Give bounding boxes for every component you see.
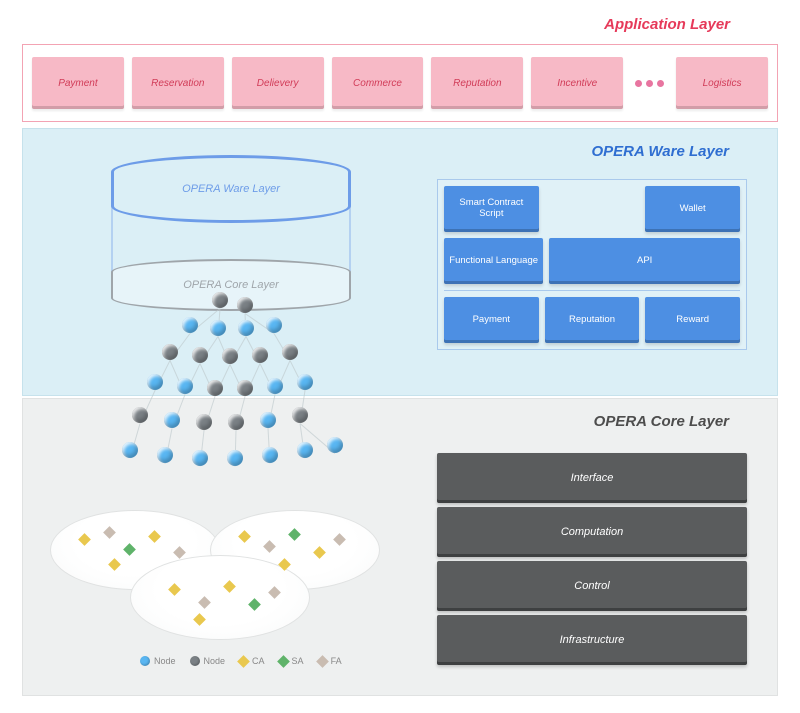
legend: Node Node CA SA FA [140, 656, 342, 666]
app-block: Reservation [132, 57, 224, 109]
legend-swatch [237, 655, 250, 668]
ware-block: Functional Language [444, 238, 543, 284]
ellipsis-dots [631, 80, 668, 87]
legend-item: SA [279, 656, 304, 666]
legend-swatch [277, 655, 290, 668]
legend-label: Node [204, 656, 226, 666]
legend-label: Node [154, 656, 176, 666]
ware-block: Reward [645, 297, 740, 343]
core-stack: Interface Computation Control Infrastruc… [437, 453, 747, 669]
legend-item: Node [140, 656, 176, 666]
core-block: Infrastructure [437, 615, 747, 665]
app-block: Commerce [332, 57, 424, 109]
legend-swatch [140, 656, 150, 666]
app-block: Reputation [431, 57, 523, 109]
legend-item: CA [239, 656, 265, 666]
app-block: Incentive [531, 57, 623, 109]
core-block: Control [437, 561, 747, 611]
legend-item: FA [318, 656, 342, 666]
legend-swatch [316, 655, 329, 668]
legend-swatch [190, 656, 200, 666]
ware-layer-title: OPERA Ware Layer [591, 143, 729, 160]
ware-block: Wallet [645, 186, 740, 232]
app-block: Delievery [232, 57, 324, 109]
legend-label: CA [252, 656, 265, 666]
app-block: Logistics [676, 57, 768, 109]
legend-item: Node [190, 656, 226, 666]
ware-block: API [549, 238, 740, 284]
application-layer-title: Application Layer [604, 16, 730, 33]
core-block: Interface [437, 453, 747, 503]
core-block: Computation [437, 507, 747, 557]
ware-block: Reputation [545, 297, 640, 343]
ware-layer-box: OPERA Ware Layer OPERA Ware Layer OPERA … [22, 128, 778, 396]
disc-cluster [50, 490, 400, 640]
ware-block: Payment [444, 297, 539, 343]
ware-block: Smart Contract Script [444, 186, 539, 232]
legend-label: FA [331, 656, 342, 666]
ware-blocks-group: Smart Contract Script Wallet Functional … [437, 179, 747, 350]
app-block: Payment [32, 57, 124, 109]
cylinder-bottom: OPERA Core Layer [111, 259, 351, 311]
application-blocks: Payment Reservation Delievery Commerce R… [32, 54, 768, 112]
core-layer-title: OPERA Core Layer [594, 413, 729, 430]
legend-label: SA [292, 656, 304, 666]
ware-block-spacer [545, 186, 640, 232]
